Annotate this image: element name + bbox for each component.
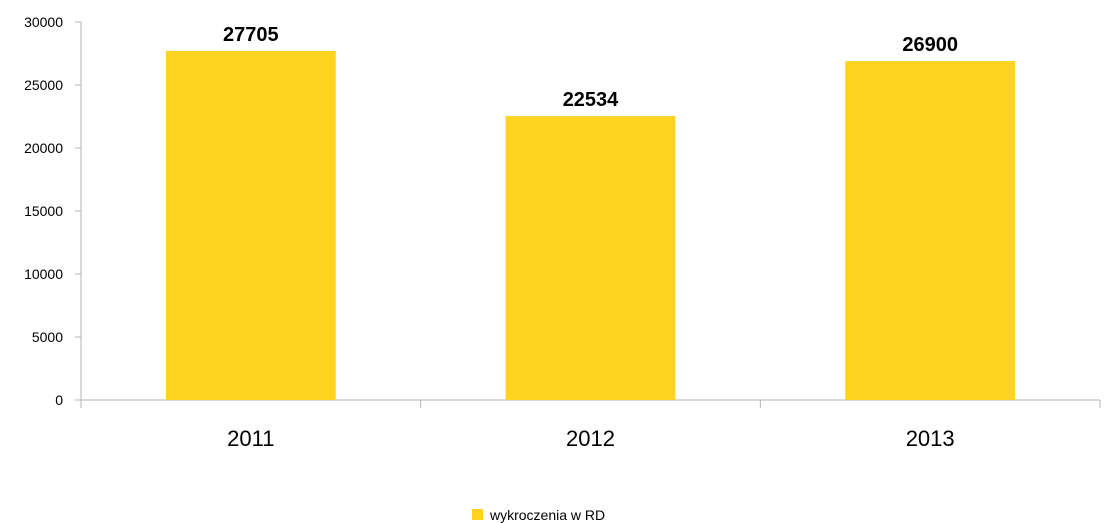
y-tick-label: 25000 [24,77,63,93]
bar-series [165,50,1016,401]
legend-label: wykroczenia w RD [489,507,605,523]
data-labels: 27705 22534 26900 [223,24,958,111]
data-label: 27705 [223,24,279,46]
y-tick-label: 20000 [24,140,63,156]
y-tick-label: 0 [55,392,63,408]
x-tick-label: 2013 [906,426,955,451]
bar [165,50,336,401]
legend-swatch [472,509,483,520]
data-label: 22534 [563,89,619,111]
bar [505,116,676,401]
y-tick-label: 30000 [24,14,63,30]
y-tick-label: 10000 [24,266,63,282]
x-tick-label: 2012 [566,426,615,451]
x-axis: 2011 2012 2013 [80,399,1101,451]
x-tick-label: 2011 [227,426,274,451]
data-label: 26900 [902,34,958,56]
y-axis: 0 5000 10000 15000 20000 25000 30000 [24,14,82,408]
y-tick-label: 5000 [32,329,63,345]
legend: wykroczenia w RD [472,507,605,523]
bar [845,61,1016,401]
y-tick-label: 15000 [24,203,63,219]
